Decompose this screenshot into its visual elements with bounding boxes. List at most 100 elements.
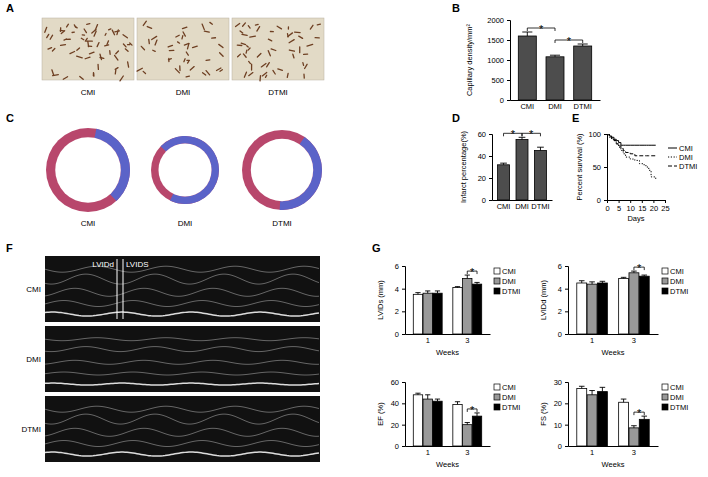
x-tick: DMI	[515, 200, 529, 211]
y-tick-label: 30	[554, 378, 562, 387]
y-tick: 60	[478, 130, 492, 139]
stained-vessel	[116, 51, 119, 54]
x-axis: 13	[569, 334, 659, 345]
stained-vessel	[148, 39, 150, 43]
ventricle	[251, 139, 313, 201]
y-tick-label: 40	[391, 399, 399, 408]
error-bar	[631, 426, 637, 428]
error-bar	[519, 137, 526, 139]
bar	[574, 46, 592, 100]
y-tick-mark	[565, 311, 568, 312]
error-bar	[631, 271, 637, 273]
legend-entry: DMI	[662, 277, 684, 286]
stained-vessel	[210, 22, 212, 24]
y-tick-mark	[489, 134, 492, 135]
y-tick: 0	[500, 96, 510, 105]
y-tick-label: 2	[558, 307, 562, 316]
image-label: CMI	[26, 285, 41, 294]
plot-area	[413, 393, 481, 446]
panel-letter: E	[572, 112, 579, 124]
x-tick-label: CMI	[497, 202, 511, 211]
stained-vessel	[137, 68, 142, 71]
x-tick-mark	[619, 200, 620, 203]
y-tick-label: 6	[395, 262, 399, 271]
significance-label: *	[637, 262, 642, 274]
legend-entry: DMI	[662, 393, 684, 402]
stained-vessel	[155, 40, 157, 45]
stained-vessel	[81, 38, 83, 40]
bar-panel: 020406013EF (%)Weeks*CMIDMIDTMI	[376, 378, 520, 469]
stained-vessel	[289, 50, 294, 51]
stained-vessel	[302, 63, 304, 66]
bar	[639, 419, 649, 446]
stained-vessel	[175, 69, 179, 73]
stained-vessel	[243, 23, 246, 26]
stained-vessel	[184, 59, 185, 62]
echo-trace	[45, 274, 319, 284]
legend-swatch	[668, 157, 677, 158]
legend-swatch	[668, 166, 677, 167]
y-tick-mark	[565, 382, 568, 383]
stained-vessel	[305, 64, 307, 68]
image-panel: CCMIDMIDTMI	[6, 112, 322, 228]
bar	[413, 395, 422, 446]
stained-vessel	[250, 36, 256, 37]
error-bar	[579, 281, 585, 283]
y-tick-label: 6	[558, 262, 562, 271]
stained-vessel	[82, 34, 84, 36]
stained-vessel	[268, 51, 270, 56]
stained-vessel	[268, 39, 271, 41]
error-bar	[621, 399, 627, 402]
stained-vessel	[112, 30, 114, 35]
stained-vessel	[257, 27, 260, 32]
y-tick: 2000	[487, 16, 510, 25]
myocardium	[242, 130, 322, 210]
y-tick-mark	[604, 200, 607, 201]
bar	[629, 428, 639, 446]
legend-entry: DMI	[668, 153, 693, 162]
y-tick: 20	[391, 421, 405, 430]
bar-panel: G024613LVIDs (mm)Weeks*CMIDMIDTMI	[372, 242, 520, 357]
y-tick: 0	[558, 442, 568, 451]
bar	[619, 278, 629, 334]
y-tick: 0	[395, 442, 405, 451]
legend-swatch	[662, 278, 668, 284]
y-tick-label: 0	[558, 330, 562, 339]
y-tick-mark	[565, 446, 568, 447]
y-tick: 4	[395, 285, 405, 294]
bar	[472, 416, 481, 446]
stained-vessel	[261, 64, 266, 67]
stained-vessel	[288, 27, 289, 29]
x-tick-label: 3	[465, 336, 469, 345]
ventricle	[158, 143, 211, 196]
y-tick-mark	[507, 40, 510, 41]
micrograph	[232, 18, 324, 80]
annotation: LVIDd	[92, 260, 114, 269]
stained-vessel	[75, 27, 77, 28]
legend-swatch	[494, 394, 500, 400]
plot-area	[607, 134, 656, 180]
stained-vessel	[295, 31, 301, 33]
line-panel: E0501000510152025Percent survival (%)Day…	[572, 112, 697, 223]
x-tick-mark	[642, 200, 643, 203]
bar	[453, 404, 462, 446]
stained-vessel	[109, 28, 111, 30]
stained-vessel	[176, 35, 179, 37]
stained-vessel	[317, 24, 320, 26]
ventricle	[55, 137, 121, 203]
legend-entry: DTMI	[662, 287, 688, 296]
image-label: DMI	[26, 355, 41, 364]
x-axis: 13	[569, 446, 659, 457]
stained-vessel	[204, 31, 209, 32]
echo-trace	[45, 301, 319, 307]
x-axis-title: Weeks	[602, 348, 625, 357]
legend-label: DTMI	[502, 403, 520, 412]
y-tick-mark	[565, 425, 568, 426]
error-bar	[589, 282, 595, 284]
x-tick: DTMI	[531, 200, 549, 211]
x-tick-label: 10	[627, 204, 635, 213]
echo-trace	[45, 441, 319, 447]
stained-vessel	[48, 48, 52, 49]
error-bar	[550, 55, 560, 57]
legend-entry: DTMI	[662, 403, 688, 412]
